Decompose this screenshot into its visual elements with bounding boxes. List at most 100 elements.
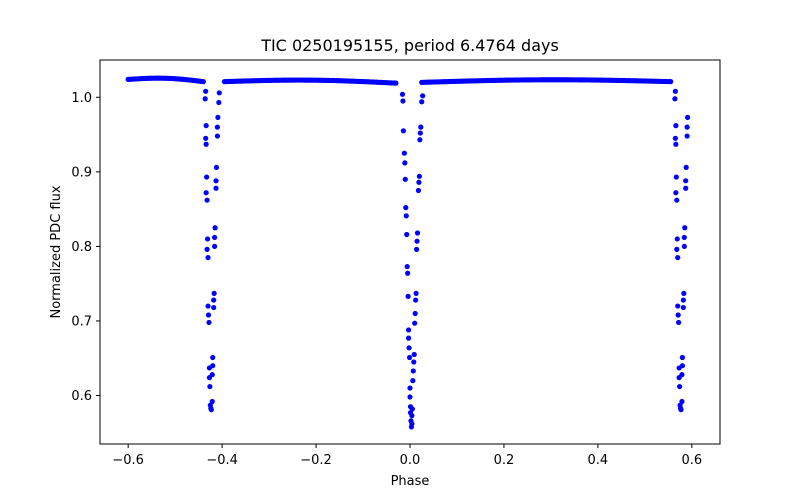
data-point [673, 190, 679, 196]
data-point [411, 351, 417, 358]
x-tick-label: 0.2 [494, 453, 515, 468]
data-point [415, 187, 422, 194]
data-point [203, 141, 209, 147]
data-point [215, 114, 221, 121]
data-point [414, 230, 421, 236]
data-point [419, 99, 425, 105]
data-point [211, 297, 217, 303]
data-point [212, 234, 218, 241]
chart-title: TIC 0250195155, period 6.4764 days [260, 36, 559, 55]
data-point [407, 385, 413, 391]
data-point [204, 246, 210, 252]
data-point [681, 290, 687, 296]
data-point [207, 383, 213, 390]
data-point [212, 225, 218, 231]
data-point [216, 90, 222, 96]
data-point [403, 213, 409, 219]
data-point [405, 335, 412, 341]
data-point [414, 238, 420, 244]
data-point [409, 421, 415, 427]
data-point [404, 231, 410, 238]
data-point [401, 150, 407, 156]
data-point [208, 407, 214, 413]
data-point [681, 234, 687, 241]
data-point [684, 114, 691, 121]
data-point [412, 310, 418, 317]
data-point [203, 88, 209, 94]
data-point [203, 123, 209, 129]
data-point [213, 164, 220, 170]
data-point [674, 246, 680, 252]
data-point [410, 368, 416, 374]
data-point [416, 173, 422, 179]
data-point [672, 96, 678, 102]
data-point [214, 124, 221, 130]
data-point [210, 354, 216, 361]
data-point [420, 93, 426, 99]
data-point [673, 141, 679, 147]
data-point [211, 290, 217, 296]
data-point [206, 319, 212, 326]
data-point [417, 130, 423, 136]
data-point [680, 297, 686, 303]
data-point [673, 174, 679, 180]
data-point [680, 304, 686, 311]
data-point [679, 372, 685, 378]
data-point [683, 178, 689, 184]
y-tick-label: 1.0 [71, 91, 92, 106]
data-point [684, 124, 690, 130]
data-point [205, 312, 212, 318]
data-point [674, 236, 680, 242]
x-tick-label: −0.2 [300, 453, 332, 468]
data-point [675, 312, 681, 318]
data-point [404, 263, 410, 270]
y-tick-label: 0.6 [71, 389, 92, 404]
data-points [125, 75, 691, 430]
x-tick-label: 0.6 [681, 453, 702, 468]
data-point [211, 304, 217, 311]
data-point [205, 254, 211, 261]
data-point [406, 345, 412, 351]
data-point [413, 290, 419, 296]
x-tick-label: 0.0 [400, 453, 421, 468]
x-tick-label: −0.6 [112, 453, 144, 468]
data-point [405, 270, 411, 276]
data-point [675, 303, 681, 309]
data-point [681, 243, 687, 250]
data-point [675, 254, 681, 261]
data-point [200, 79, 206, 85]
data-point [683, 164, 689, 170]
data-point [684, 133, 690, 139]
data-point [682, 225, 688, 231]
data-point [210, 363, 216, 369]
data-point [413, 246, 420, 252]
data-point [679, 398, 685, 405]
x-tick-label: −0.4 [206, 453, 238, 468]
data-point [409, 406, 415, 412]
data-point [416, 179, 422, 185]
y-tick-label: 0.9 [71, 165, 92, 180]
data-point [400, 98, 406, 104]
data-point [203, 190, 209, 196]
data-point [204, 174, 210, 180]
data-point [410, 378, 416, 384]
y-tick-label: 0.7 [71, 314, 92, 329]
data-point [672, 135, 678, 141]
x-tick-label: 0.4 [588, 453, 609, 468]
plot-frame [99, 59, 721, 445]
data-point [413, 297, 419, 303]
x-axis-label: Phase [391, 474, 430, 489]
data-point [678, 407, 684, 413]
data-point [412, 320, 418, 326]
data-point [203, 135, 209, 141]
y-axis-label: Normalized PDC flux [49, 185, 64, 318]
data-point [409, 413, 415, 419]
data-point [677, 383, 683, 390]
data-point [399, 91, 406, 97]
data-point [679, 354, 686, 361]
data-point [406, 354, 413, 361]
y-axis-ticks: 0.6 0.7 0.8 0.9 1.0 [71, 91, 100, 404]
data-point [213, 185, 219, 191]
x-axis-ticks: −0.6 −0.4 −0.2 0.0 0.2 0.4 0.6 [112, 444, 702, 468]
